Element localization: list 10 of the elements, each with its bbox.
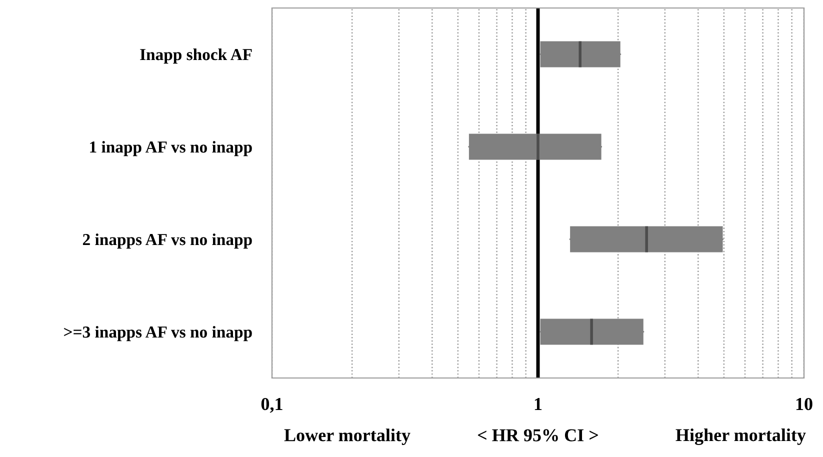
y-tick-label: >=3 inapps AF vs no inapp bbox=[64, 326, 252, 342]
text: Lower mortality bbox=[284, 428, 410, 445]
y-tick-label: Inapp shock AF bbox=[140, 48, 252, 64]
x-axis-title: < HR 95% CI > bbox=[478, 429, 598, 442]
x-tick-label: 10 bbox=[796, 398, 812, 410]
text: Higher mortality bbox=[676, 428, 806, 445]
x-tick-label: 1 bbox=[534, 398, 542, 410]
y-tick-label: 2 inapps AF vs no inapp bbox=[82, 233, 252, 249]
x-tick-label: 0,1 bbox=[261, 398, 282, 413]
y-tick-label: 1 inapp AF vs no inapp bbox=[90, 140, 252, 156]
